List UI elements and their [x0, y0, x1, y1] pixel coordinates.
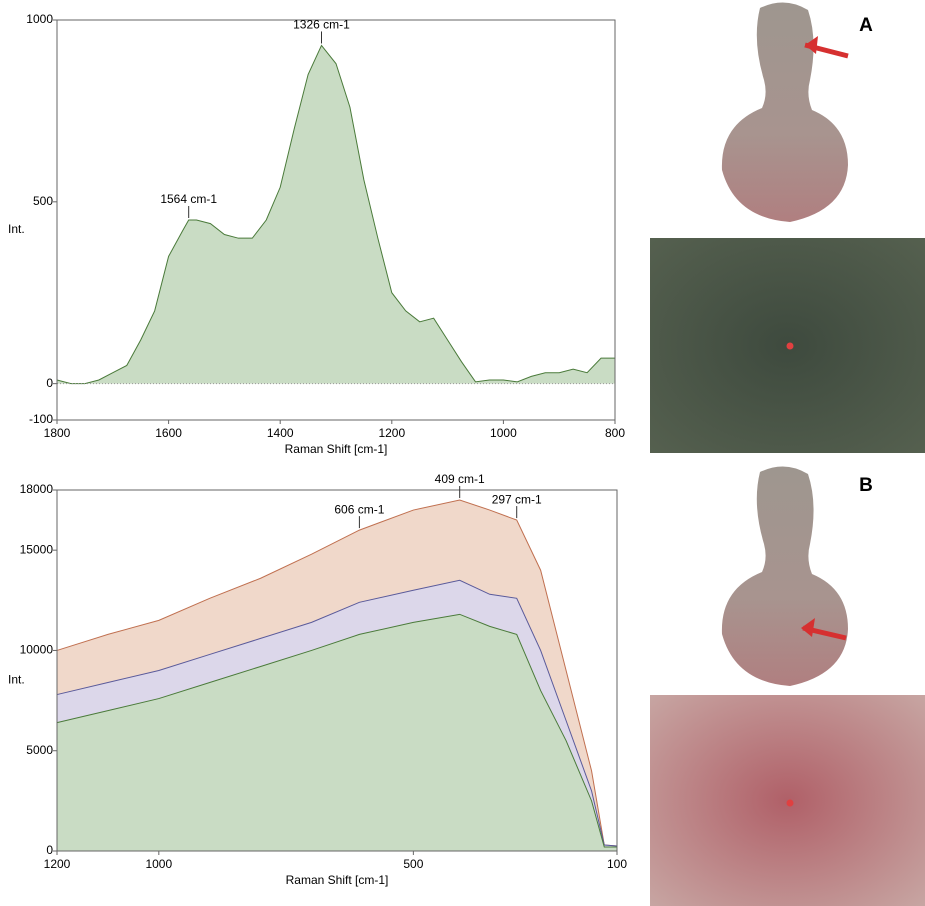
- annotation: 1326 cm-1: [293, 18, 350, 32]
- y-tick-label: 10000: [20, 643, 54, 657]
- area-fill: [57, 45, 615, 384]
- x-tick-label: 1200: [44, 857, 71, 871]
- x-tick-label: 1800: [44, 426, 71, 440]
- y-tick-label: 15000: [20, 542, 54, 556]
- photo-a: [650, 2, 925, 453]
- x-tick-label: 500: [403, 857, 423, 871]
- x-axis-label: Raman Shift [cm-1]: [285, 442, 388, 456]
- panel-label: A: [859, 15, 873, 36]
- x-tick-label: 1000: [145, 857, 172, 871]
- x-axis-label: Raman Shift [cm-1]: [286, 873, 389, 887]
- x-tick-label: 100: [607, 857, 627, 871]
- spectrum-line: [56, 579, 618, 847]
- spectrum-line: [56, 613, 617, 848]
- y-axis-label: Int.: [8, 222, 25, 236]
- annotation: 606 cm-1: [334, 502, 384, 516]
- y-tick-label: -100: [29, 412, 53, 426]
- panel-label: B: [859, 475, 873, 496]
- y-tick-label: 0: [46, 376, 53, 390]
- spectrum-line: [56, 44, 615, 385]
- x-tick-label: 1600: [155, 426, 182, 440]
- y-tick-label: 0: [46, 843, 53, 857]
- y-tick-label: 500: [33, 194, 53, 208]
- plot-frame: [56, 19, 616, 421]
- area-fill: [57, 614, 617, 851]
- y-tick-label: 5000: [26, 743, 53, 757]
- annotation: 297 cm-1: [492, 492, 542, 506]
- y-axis-label: Int.: [8, 673, 25, 687]
- x-tick-label: 1000: [490, 426, 517, 440]
- y-tick-label: 18000: [20, 482, 54, 496]
- x-tick-label: 1400: [267, 426, 294, 440]
- x-tick-label: 1200: [378, 426, 405, 440]
- annotation: 409 cm-1: [435, 472, 485, 486]
- spectrum-line: [56, 499, 618, 847]
- x-tick-label: 800: [605, 426, 625, 440]
- plot-frame: [56, 489, 618, 852]
- y-tick-label: 1000: [26, 12, 53, 26]
- photo-b: [650, 466, 925, 906]
- annotation: 1564 cm-1: [160, 192, 217, 206]
